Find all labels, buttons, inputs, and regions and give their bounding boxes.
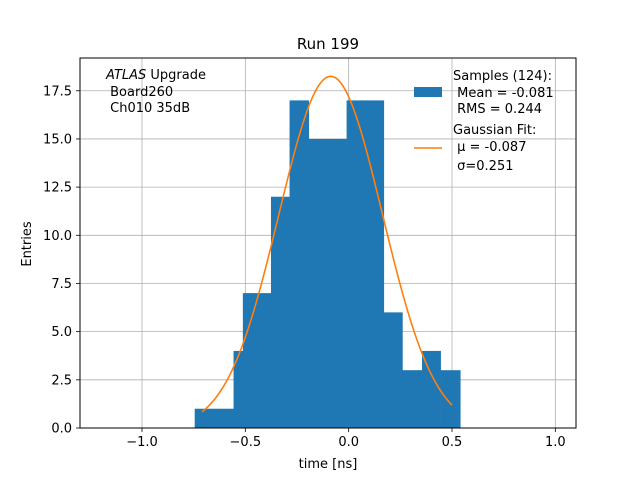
y-axis-ticks: 0.0 2.5 5.0 7.5 10.0 12.5 15.0 17.5 xyxy=(43,84,80,437)
y-tick-label: 7.5 xyxy=(51,277,72,292)
x-tick-label: −0.5 xyxy=(230,435,262,450)
histogram-bar xyxy=(242,293,272,428)
annotation-box: ATLAS Upgrade Board260 Ch010 35dB xyxy=(105,68,206,116)
annotation-line-2: Board260 xyxy=(106,85,173,100)
histogram-bar xyxy=(402,370,423,428)
y-axis-title: Entries xyxy=(20,221,35,267)
legend-fit-line-2: μ = -0.087 xyxy=(453,140,526,155)
legend-histogram-line-1: Samples (124): xyxy=(453,69,552,84)
histogram-bar xyxy=(270,196,290,428)
y-tick-label: 10.0 xyxy=(43,229,72,244)
legend-histogram-line-3: RMS = 0.244 xyxy=(453,102,542,117)
histogram-bar xyxy=(233,350,244,428)
y-tick-label: 12.5 xyxy=(43,181,72,196)
histogram-bar xyxy=(422,350,441,428)
annotation-line-3: Ch010 35dB xyxy=(106,101,190,116)
x-tick-label: 1.0 xyxy=(545,435,566,450)
histogram-bars xyxy=(194,100,461,428)
histogram-bar xyxy=(308,138,328,428)
y-tick-label: 5.0 xyxy=(51,325,72,340)
histogram-bar xyxy=(440,370,461,428)
histogram-bar xyxy=(346,100,366,428)
y-tick-label: 0.0 xyxy=(51,422,72,437)
y-tick-label: 15.0 xyxy=(43,132,72,147)
legend-fit-line-3: σ=0.251 xyxy=(453,159,513,174)
x-tick-label: −1.0 xyxy=(126,435,158,450)
histogram-bar xyxy=(383,312,403,428)
annotation-atlas: ATLAS xyxy=(105,68,146,83)
x-axis-ticks: −1.0 −0.5 0.0 0.5 1.0 xyxy=(126,428,566,450)
annotation-line-1: ATLAS Upgrade xyxy=(105,68,206,83)
x-tick-label: 0.0 xyxy=(338,435,359,450)
x-tick-label: 0.5 xyxy=(442,435,463,450)
legend-fit-line-1: Gaussian Fit: xyxy=(453,123,536,138)
histogram-bar xyxy=(365,100,385,428)
chart-title: Run 199 xyxy=(297,35,359,53)
legend: Samples (124): Mean = -0.081 RMS = 0.244… xyxy=(414,69,554,174)
histogram-bar xyxy=(289,100,310,428)
y-tick-label: 2.5 xyxy=(51,373,72,388)
plot-frame xyxy=(79,57,577,429)
gaussian-fit-curve xyxy=(201,75,453,413)
legend-swatch-histogram xyxy=(414,87,442,97)
gaussian-fit-line xyxy=(201,75,453,413)
histogram-bar xyxy=(194,408,234,428)
histogram-bar xyxy=(327,138,347,428)
annotation-upgrade: Upgrade xyxy=(146,68,206,83)
legend-histogram-line-2: Mean = -0.081 xyxy=(453,86,554,101)
x-axis-title: time [ns] xyxy=(299,457,358,472)
y-tick-label: 17.5 xyxy=(43,84,72,99)
